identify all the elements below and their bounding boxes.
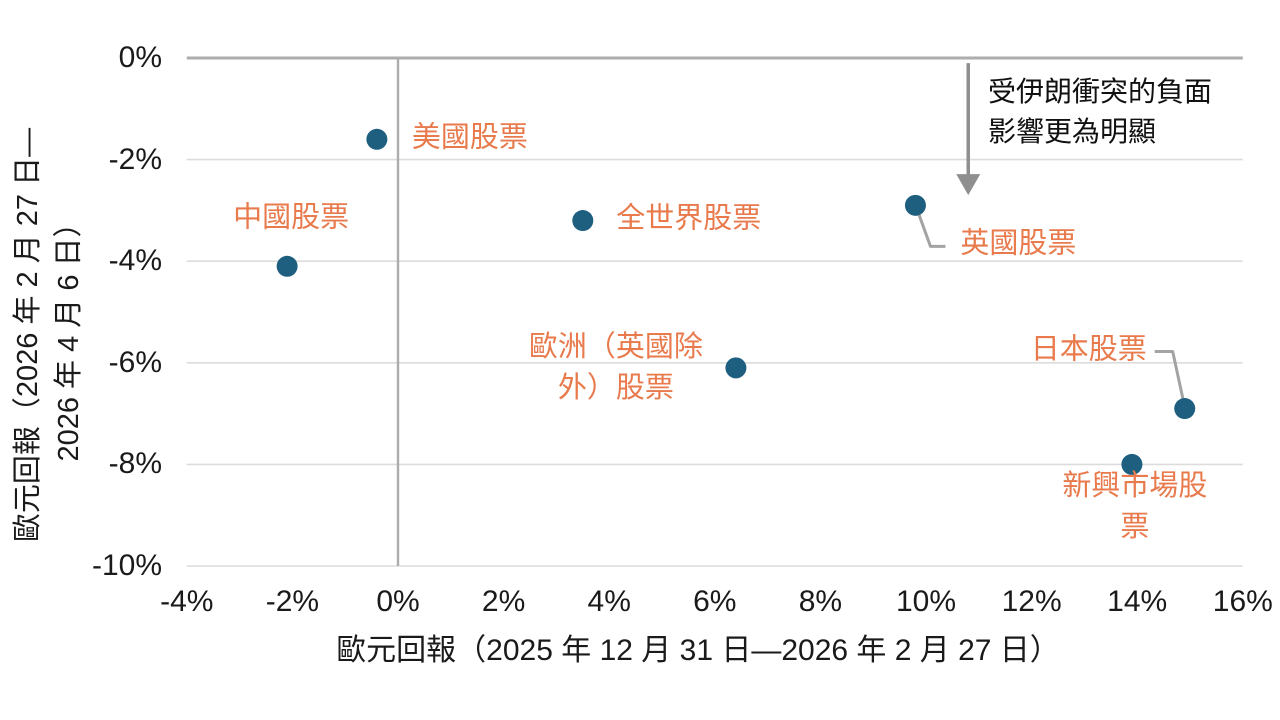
- annotation-line1: 受伊朗衝突的負面: [988, 76, 1213, 107]
- point-dot-japan: [1174, 398, 1196, 420]
- x-tick-label: 8%: [798, 585, 843, 618]
- point-label-japan: 日本股票: [1030, 333, 1147, 366]
- x-tick-label: -2%: [265, 585, 320, 618]
- point-dot-uk: [904, 194, 926, 216]
- point-dot-em: [1121, 453, 1143, 475]
- point-dot-us: [366, 128, 388, 150]
- y-tick-label: -6%: [108, 345, 162, 379]
- y-tick-label: 0%: [118, 41, 162, 74]
- y-tick-label: -2%: [108, 142, 162, 176]
- x-tick-label: 4%: [587, 585, 631, 618]
- x-tick-label: 16%: [1212, 585, 1273, 618]
- annotation-arrow-head: [956, 174, 981, 196]
- label-connector-japan: [1154, 350, 1186, 403]
- y-tick-label: -4%: [108, 244, 162, 278]
- x-tick-label: -4%: [160, 585, 214, 618]
- x-tick-label: 0%: [376, 585, 420, 618]
- y-tick-label: -8%: [108, 447, 162, 481]
- point-dot-europe-ex-uk: [725, 357, 747, 379]
- point-label-em: 新興市場股票: [1062, 470, 1208, 544]
- label-connector-uk: [916, 209, 946, 248]
- annotation-line2: 影響更為明顯: [988, 116, 1157, 147]
- point-dot-china: [276, 255, 298, 277]
- iran-conflict-annotation: 受伊朗衝突的負面 影響更為明顯: [988, 72, 1212, 152]
- point-label-us: 美國股票: [411, 121, 528, 154]
- point-label-europe-ex-uk: 歐洲（英國除 外）股票: [528, 330, 703, 404]
- point-dot-world: [572, 210, 594, 232]
- x-tick-label: 12%: [1001, 585, 1062, 618]
- x-tick-label: 10%: [895, 585, 957, 618]
- y-tick-label: -10%: [91, 549, 162, 582]
- point-label-china: 中國股票: [233, 201, 350, 234]
- point-label-world: 全世界股票: [616, 202, 762, 235]
- x-tick-label: 6%: [693, 585, 737, 618]
- x-axis-title: 歐元回報（2025 年 12 月 31 日—2026 年 2 月 27 日）: [336, 634, 1060, 667]
- x-tick-label: 14%: [1107, 585, 1168, 618]
- point-label-uk: 英國股票: [960, 227, 1077, 260]
- x-tick-label: 2%: [481, 585, 526, 618]
